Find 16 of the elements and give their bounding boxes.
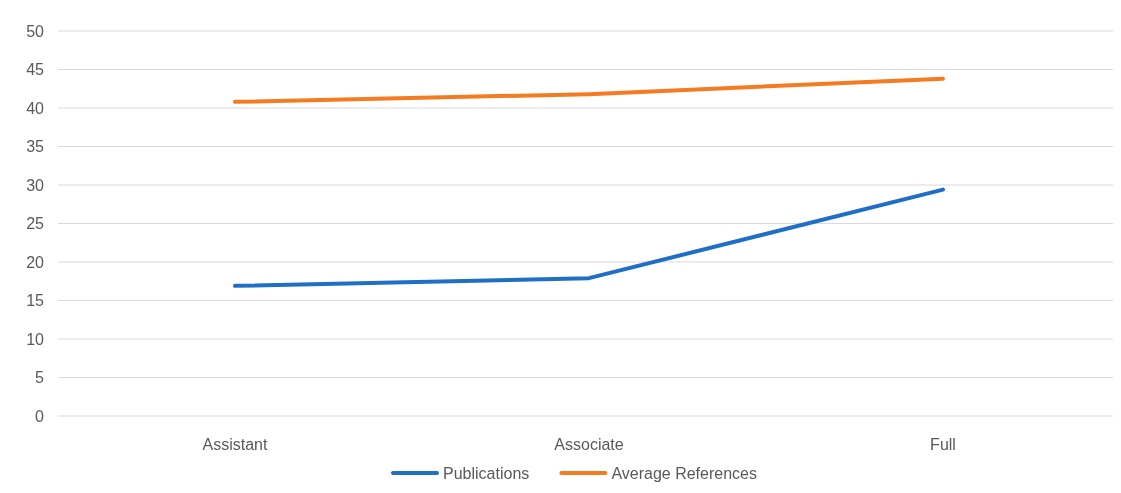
y-tick-label: 45	[26, 61, 45, 79]
y-tick-label: 30	[26, 176, 45, 194]
x-tick-label: Associate	[554, 436, 624, 453]
x-tick-label: Assistant	[202, 436, 269, 453]
y-tick-label: 20	[26, 253, 45, 271]
y-tick-label: 15	[26, 292, 45, 310]
y-tick-label: 5	[35, 369, 45, 387]
y-tick-label: 50	[26, 22, 45, 40]
y-tick-label: 0	[35, 407, 45, 425]
y-tick-label: 40	[26, 99, 45, 117]
x-tick-label: Full	[930, 436, 956, 453]
y-tick-label: 25	[26, 215, 45, 233]
y-tick-label: 10	[26, 330, 45, 348]
legend-label: Average References	[611, 464, 757, 482]
legend-label: Publications	[443, 464, 530, 482]
y-tick-label: 35	[26, 138, 45, 156]
